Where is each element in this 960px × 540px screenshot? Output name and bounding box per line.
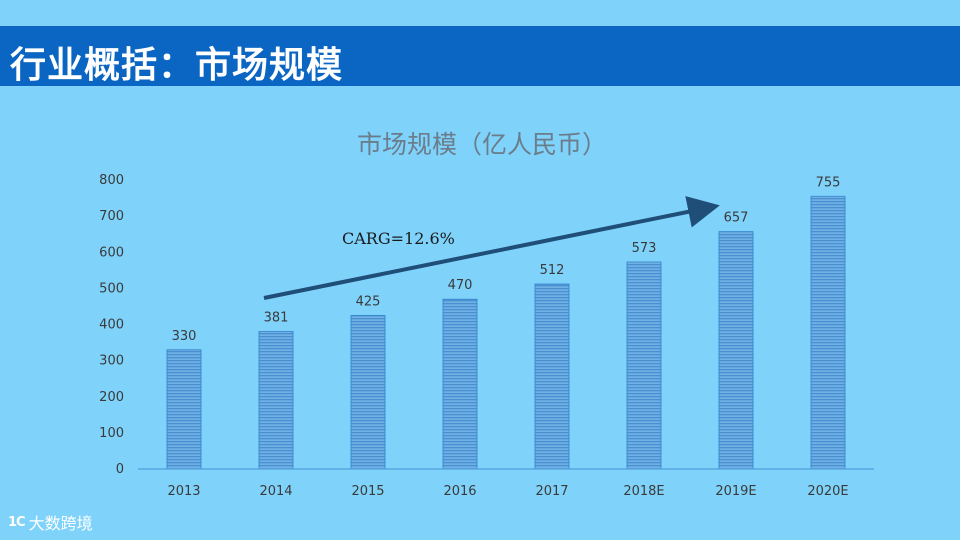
x-tick-label: 2013 [167,484,200,499]
bars: 330 381 425 470 512 573 657 755 [166,175,846,470]
page-title: 行业概括：市场规模 [10,45,344,86]
data-label: 755 [816,175,841,190]
data-label: 330 [172,329,197,344]
bar-2014 [258,330,294,470]
x-tick-label: 2016 [443,484,476,499]
logo-text: 大数跨境 [28,514,93,533]
x-tick-label: 2015 [351,484,384,499]
data-label: 512 [540,263,565,278]
y-tick-label: 500 [99,281,124,296]
y-tick-label: 100 [99,426,124,441]
bar-2018E [626,261,662,470]
y-tick-label: 800 [99,173,124,188]
data-label: 573 [632,241,657,256]
y-axis-ticks: 0 100 200 300 400 500 600 700 800 [99,173,124,477]
data-label: 381 [264,310,289,325]
data-label: 657 [724,211,749,226]
x-axis-ticks: 2013 2014 2015 2016 2017 2018E 2019E 2020E [167,484,848,499]
growth-arrow [263,196,720,300]
logo-icon: 1C [8,514,26,530]
y-tick-label: 0 [116,462,124,477]
data-label: 425 [356,294,381,309]
logo: 1C 大数跨境 [8,510,93,534]
data-label: 470 [448,278,473,293]
x-tick-label: 2018E [623,484,664,499]
y-tick-label: 600 [99,245,124,260]
y-tick-label: 400 [99,318,124,333]
bar-2019E [718,231,754,470]
bar-2017 [534,283,570,470]
chart-title: 市场规模（亿人民币） [357,130,607,159]
y-tick-label: 200 [99,390,124,405]
x-tick-label: 2014 [259,484,292,499]
y-tick-label: 300 [99,354,124,369]
x-tick-label: 2020E [807,484,848,499]
x-tick-label: 2017 [535,484,568,499]
bar-2013 [166,349,202,470]
bar-2016 [442,298,478,470]
title-bar [0,26,960,86]
top-strip [0,0,960,26]
x-tick-label: 2019E [715,484,756,499]
y-tick-label: 700 [99,209,124,224]
growth-annotation: CARG=12.6% [342,229,455,248]
bar-2015 [350,315,386,470]
bar-2020E [810,195,846,470]
